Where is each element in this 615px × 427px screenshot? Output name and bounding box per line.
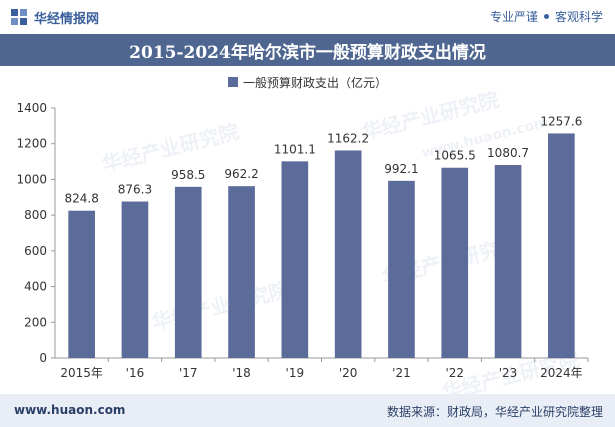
bar[interactable] [68, 210, 95, 358]
y-tick-label: 1000 [16, 172, 47, 186]
y-tick-label: 800 [24, 208, 47, 222]
x-tick-label: '22 [445, 366, 464, 380]
y-tick-label: 1200 [16, 137, 47, 151]
x-tick-label: '21 [392, 366, 411, 380]
x-tick-label: '18 [232, 366, 251, 380]
brand-logo-icon [10, 8, 28, 26]
bar-series: 824.8 876.3 958.5 962.2 1101.1 1162.2 992.1 106… [64, 114, 582, 358]
tagline-dot-icon [543, 14, 549, 19]
bar-value-label: 824.8 [64, 192, 98, 206]
tagline: 专业严谨 客观科学 [490, 8, 603, 25]
chart-title-bar: 2015-2024年哈尔滨市一般预算财政支出情况 [0, 34, 615, 66]
y-tick-label: 600 [24, 244, 47, 258]
y-tick-label: 200 [24, 315, 47, 329]
legend-swatch [227, 77, 238, 87]
bar-value-label: 1101.1 [274, 142, 316, 156]
x-tick-label: '17 [179, 366, 198, 380]
tagline-left: 专业严谨 [489, 10, 538, 24]
bar-chart: 0 200 400 600 800 1000 1200 1400 824.8 876.3 958.… [16, 101, 589, 380]
chart-title: 2015-2024年哈尔滨市一般预算财政支出情况 [129, 42, 486, 63]
bar-value-label: 962.2 [224, 167, 258, 181]
brand-name: 华经情报网 [34, 11, 100, 27]
x-tick-label: 2015年 [60, 366, 103, 380]
x-tick-label: '16 [126, 366, 145, 380]
bar[interactable] [281, 161, 309, 358]
top-bar: 华经情报网 专业严谨 客观科学 [0, 0, 615, 34]
x-axis: 2015年 '16 '17 '18 '19 '20 '21 '22 '23 2024年 [60, 358, 589, 380]
chart-legend: 一般预算财政支出（亿元） [0, 72, 615, 92]
footer-website-link[interactable]: www.huaon.com [14, 403, 126, 417]
bar-value-label: 1080.7 [487, 146, 529, 160]
x-tick-label: 2024年 [540, 366, 583, 380]
legend-label: 一般预算财政支出（亿元） [242, 75, 387, 90]
bar-value-label: 1257.6 [540, 114, 582, 128]
y-tick-label: 400 [24, 280, 47, 294]
bar[interactable] [388, 180, 415, 358]
bar-value-label: 876.3 [118, 183, 152, 197]
bar[interactable] [494, 165, 522, 358]
bar[interactable] [548, 133, 575, 358]
footer: www.huaon.com 数据来源：财政局，华经产业研究院整理 [0, 394, 615, 427]
y-tick-label: 0 [39, 351, 47, 365]
x-tick-label: '23 [499, 366, 518, 380]
footer-source: 数据来源：财政局，华经产业研究院整理 [386, 405, 603, 419]
bar-value-label: 1162.2 [327, 131, 369, 145]
y-tick-label: 1400 [16, 101, 47, 115]
x-tick-label: '19 [286, 366, 305, 380]
bar-value-label: 958.5 [171, 168, 205, 182]
tagline-right: 客观科学 [554, 10, 603, 24]
bar-value-label: 1065.5 [434, 149, 476, 163]
bar[interactable] [334, 150, 362, 358]
brand[interactable]: 华经情报网 [10, 7, 99, 27]
x-tick-label: '20 [339, 366, 358, 380]
bar[interactable] [174, 186, 202, 358]
bar[interactable] [441, 167, 469, 358]
bar[interactable] [121, 201, 149, 358]
bar-value-label: 992.1 [384, 162, 418, 176]
bar[interactable] [228, 186, 255, 358]
